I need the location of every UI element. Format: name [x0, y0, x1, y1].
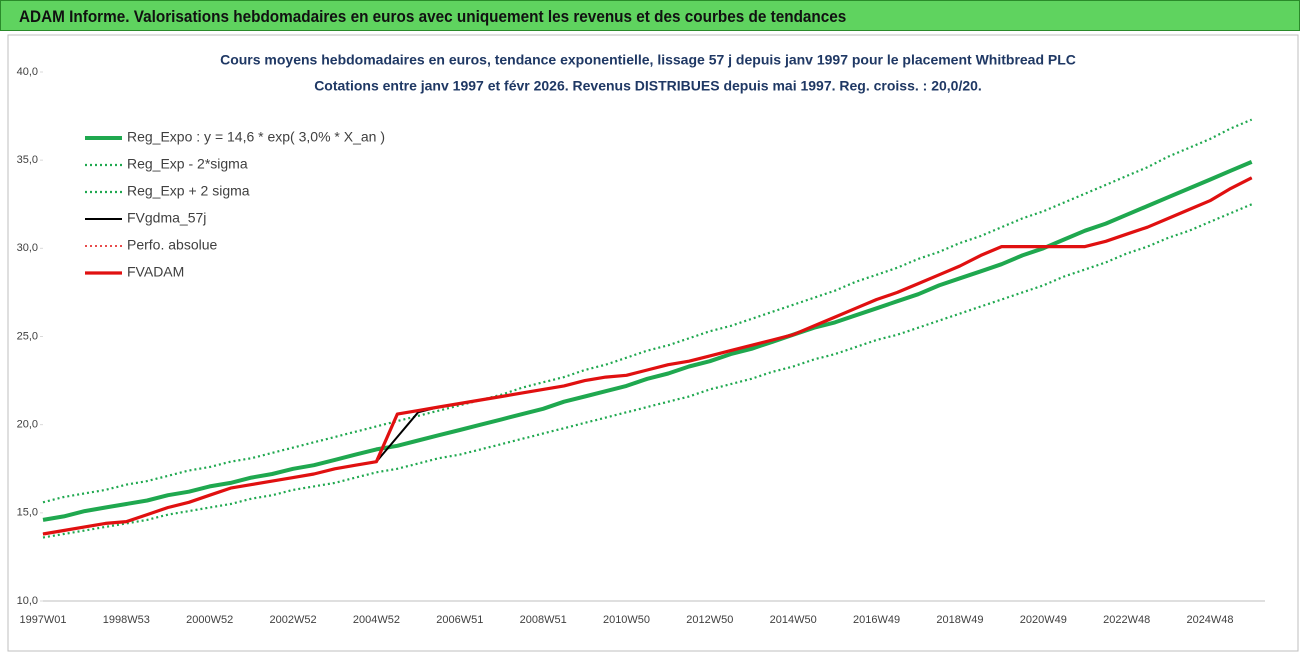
- y-tick-label: 25,0: [17, 330, 38, 342]
- x-tick-label: 2016W49: [853, 614, 900, 626]
- x-tick-label: 2024W48: [1186, 614, 1233, 626]
- x-tick-label: 2018W49: [936, 614, 983, 626]
- series-line: [42, 118, 1253, 504]
- y-tick-label: 20,0: [17, 419, 38, 431]
- y-tick-label: 40,0: [17, 66, 38, 78]
- y-tick-label: 30,0: [17, 242, 38, 254]
- series-line: [42, 176, 1253, 536]
- header: ADAM Informe. Valorisations hebdomadaire…: [0, 0, 1300, 31]
- x-tick-label: 2012W50: [686, 614, 733, 626]
- y-tick-label: 10,0: [17, 595, 38, 607]
- legend-label: FVgdma_57j: [127, 210, 206, 226]
- x-tick-label: 2020W49: [1020, 614, 1067, 626]
- chart: Cours moyens hebdomadaires en euros, ten…: [7, 34, 1299, 652]
- chart-title: Cours moyens hebdomadaires en euros, ten…: [220, 52, 1076, 68]
- x-tick-label: 2002W52: [270, 614, 317, 626]
- legend-label: Reg_Expo : y = 14,6 * exp( 3,0% * X_an ): [127, 129, 385, 145]
- y-tick-label: 35,0: [17, 154, 38, 166]
- x-tick-label: 2000W52: [186, 614, 233, 626]
- x-tick-label: 1998W53: [103, 614, 150, 626]
- legend-label: Reg_Exp + 2 sigma: [127, 183, 250, 199]
- x-tick-label: 2008W51: [520, 614, 567, 626]
- legend-label: Reg_Exp - 2*sigma: [127, 156, 248, 172]
- x-tick-label: 2010W50: [603, 614, 650, 626]
- legend-label: Perfo. absolue: [127, 237, 217, 253]
- chart-subtitle: Cotations entre janv 1997 et févr 2026. …: [314, 78, 982, 94]
- x-tick-label: 1997W01: [19, 614, 66, 626]
- series-line: [42, 203, 1253, 539]
- x-tick-label: 2004W52: [353, 614, 400, 626]
- chart-frame: [7, 34, 1299, 652]
- x-tick-label: 2014W50: [770, 614, 817, 626]
- legend-label: FVADAM: [127, 264, 184, 280]
- x-tick-label: 2022W48: [1103, 614, 1150, 626]
- y-tick-label: 15,0: [17, 507, 38, 519]
- x-tick-label: 2006W51: [436, 614, 483, 626]
- header-title: ADAM Informe. Valorisations hebdomadaire…: [19, 7, 847, 26]
